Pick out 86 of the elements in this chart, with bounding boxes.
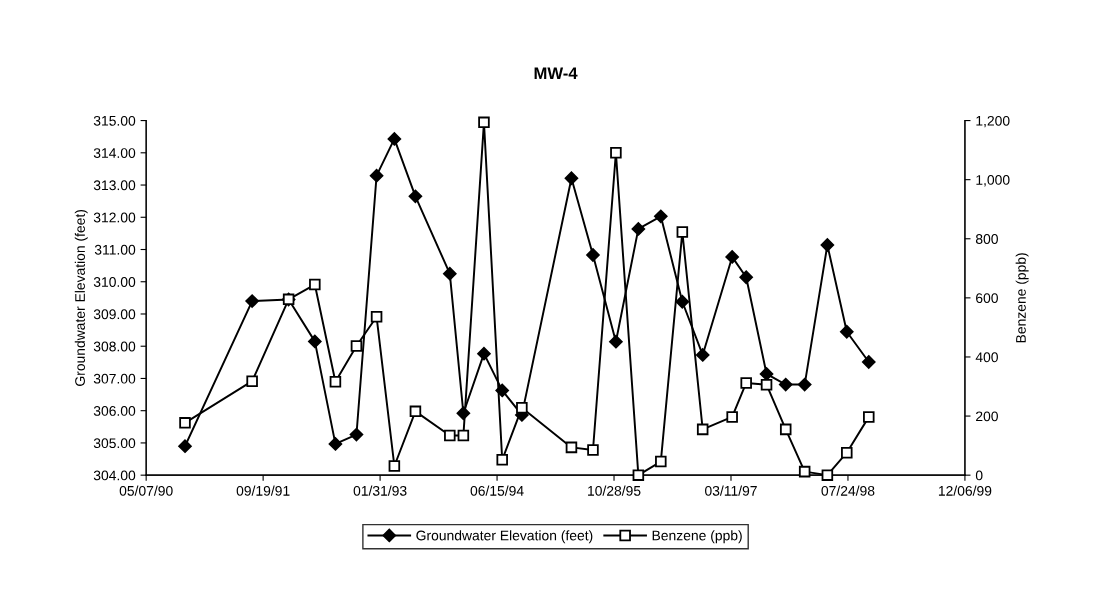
y-tick-label: 305.00: [93, 438, 136, 449]
point: [695, 348, 710, 362]
point: [387, 132, 402, 146]
y-tick-label: 311.00: [94, 244, 136, 255]
x-tick-label: 07/24/98: [821, 485, 875, 496]
point: [726, 411, 738, 423]
point: [308, 334, 322, 349]
point: [759, 367, 774, 381]
point: [760, 378, 773, 391]
point: [675, 294, 690, 309]
y-tick-label: 312.00: [93, 212, 136, 223]
y2-tick-label: 200: [976, 411, 998, 422]
x-tick-label: 09/19/91: [236, 485, 290, 496]
point: [245, 294, 259, 308]
point: [565, 441, 578, 454]
y2-tick-label: 1,000: [976, 175, 1010, 187]
point: [739, 270, 753, 285]
point: [246, 375, 258, 387]
point: [610, 147, 622, 159]
point: [495, 383, 510, 398]
y-tick-label: 309.00: [93, 309, 136, 320]
point: [478, 116, 490, 129]
y-tick-label: 310.00: [93, 277, 136, 287]
point: [632, 469, 645, 481]
point: [821, 469, 834, 481]
point: [725, 250, 739, 264]
point: [408, 189, 423, 204]
point: [740, 377, 752, 389]
y-tick-label: 314.00: [93, 148, 136, 158]
point: [477, 346, 491, 361]
point: [350, 340, 363, 352]
point: [444, 429, 456, 442]
x-tick-label: 03/11/97: [705, 485, 757, 496]
point: [370, 311, 383, 323]
point: [839, 324, 854, 339]
point: [609, 334, 623, 349]
point: [349, 427, 364, 442]
point: [841, 446, 853, 459]
point: [516, 402, 528, 414]
point: [798, 465, 811, 478]
point: [779, 423, 792, 436]
legend-label: Groundwater Elevation (feet): [416, 530, 593, 544]
y-tick-label: 306.00: [93, 406, 136, 416]
point: [655, 455, 667, 468]
point: [586, 248, 600, 262]
y2-tick-label: 800: [975, 234, 998, 244]
point: [179, 417, 191, 429]
point: [388, 460, 401, 472]
point: [820, 238, 835, 252]
point: [696, 423, 709, 436]
point: [443, 266, 457, 281]
x-tick-label: 05/07/90: [119, 485, 173, 496]
point: [329, 376, 342, 388]
y-axis-title: Groundwater Elevation (feet): [74, 209, 88, 386]
legend-label: Benzene (ppb): [652, 530, 742, 544]
y-tick-label: 308.00: [93, 341, 136, 352]
point: [409, 405, 422, 418]
y2-tick-label: 400: [975, 352, 998, 363]
point: [496, 454, 508, 466]
x-tick-label: 06/15/94: [470, 485, 524, 496]
y-tick-label: 307.00: [93, 373, 136, 384]
x-tick-label: 10/28/95: [588, 485, 641, 496]
point: [631, 222, 646, 236]
point: [654, 209, 668, 224]
point: [369, 168, 384, 183]
point: [861, 355, 876, 369]
point: [778, 377, 793, 392]
y-tick-label: 304.00: [93, 470, 136, 481]
chart-title: MW-4: [534, 67, 578, 79]
y-tick-label: 313.00: [93, 180, 136, 191]
point: [178, 439, 192, 453]
x-tick-label: 01/31/93: [353, 485, 407, 496]
point: [676, 226, 689, 238]
point: [587, 444, 599, 456]
point: [863, 411, 875, 423]
point: [457, 429, 470, 442]
point: [328, 437, 343, 451]
x-tick-label: 12/06/99: [938, 485, 992, 496]
point: [564, 171, 579, 186]
y2-tick-label: 0: [975, 470, 983, 481]
point: [797, 377, 812, 392]
point: [309, 278, 321, 291]
y2-tick-label: 600: [976, 293, 998, 304]
y2-axis-title: Benzene (ppb): [1015, 253, 1029, 343]
y-tick-label: 315.00: [93, 115, 136, 126]
y2-tick-label: 1,200: [976, 115, 1010, 128]
